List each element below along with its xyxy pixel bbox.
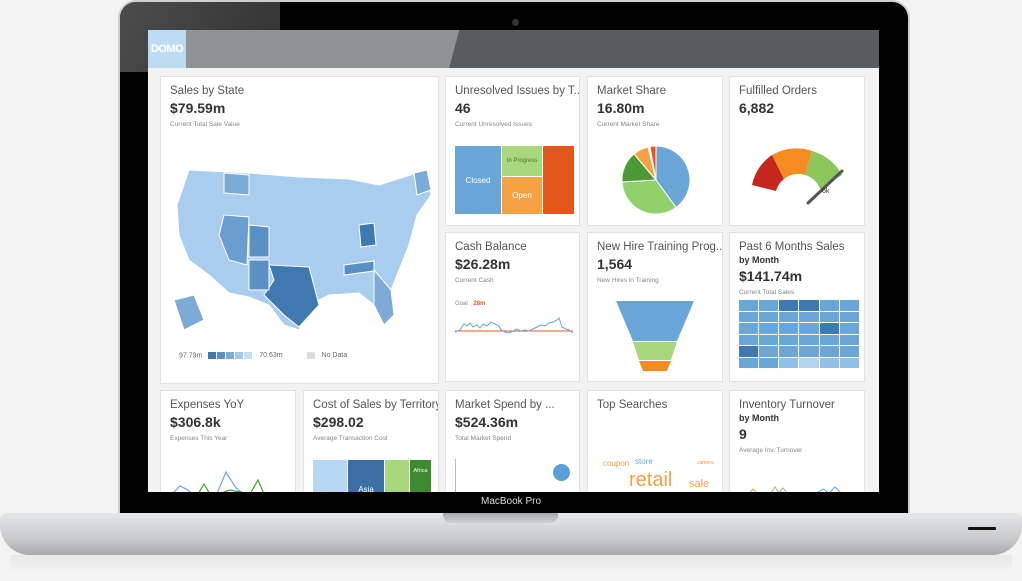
word[interactable]: sale bbox=[689, 478, 710, 490]
card-past-6-months-sales[interactable]: Past 6 Months Sales by Month $141.74m Cu… bbox=[729, 232, 865, 382]
laptop-hinge-notch bbox=[443, 513, 558, 523]
us-choropleth-map[interactable] bbox=[169, 165, 434, 340]
funnel-chart[interactable] bbox=[616, 301, 696, 373]
pie-chart[interactable] bbox=[621, 145, 691, 215]
card-top-searches[interactable]: Top Searches coupon store retail sale ca… bbox=[587, 390, 723, 492]
line-chart[interactable] bbox=[170, 466, 290, 492]
card-description: Current Unresolved Issues bbox=[455, 121, 532, 128]
card-subtitle: by Month bbox=[739, 413, 779, 423]
card-title: Market Share bbox=[597, 85, 667, 97]
sparkline-chart[interactable] bbox=[739, 483, 859, 492]
treemap-open[interactable]: Open bbox=[502, 177, 542, 214]
card-value: 1,564 bbox=[597, 256, 633, 272]
treemap-other[interactable] bbox=[543, 146, 574, 214]
card-value: 16.80m bbox=[597, 100, 645, 116]
card-title: Inventory Turnover bbox=[739, 399, 835, 411]
legend-nodata-swatch bbox=[306, 352, 315, 359]
top-nav-bar: DOMO bbox=[148, 30, 879, 68]
legend-swatch bbox=[208, 352, 217, 359]
card-value: $141.74m bbox=[739, 268, 803, 284]
legend-swatch bbox=[217, 352, 226, 359]
card-title: Past 6 Months Sales bbox=[739, 241, 845, 253]
goal-value: 28m bbox=[473, 301, 486, 307]
card-title: Expenses YoY bbox=[170, 399, 245, 411]
card-title: Top Searches bbox=[597, 399, 668, 411]
card-description: Current Total Sale Value bbox=[170, 121, 240, 128]
card-subtitle: by Month bbox=[739, 255, 779, 265]
domo-logo[interactable]: DOMO bbox=[148, 30, 186, 68]
power-indicator-icon bbox=[968, 527, 996, 530]
camera-icon bbox=[512, 19, 519, 26]
card-new-hire-training[interactable]: New Hire Training Prog... 1,564 New Hire… bbox=[587, 232, 723, 382]
segment[interactable] bbox=[313, 460, 347, 492]
card-description: Current Market Share bbox=[597, 121, 660, 128]
card-market-share[interactable]: Market Share 16.80m Current Market Share bbox=[587, 76, 723, 226]
card-value: $524.36m bbox=[455, 414, 519, 430]
card-value: 9 bbox=[739, 426, 747, 442]
word-cloud[interactable]: coupon store retail sale camera bbox=[597, 457, 717, 492]
card-description: Average Inv. Turnover bbox=[739, 447, 803, 454]
word[interactable]: retail bbox=[629, 469, 673, 491]
card-value: 46 bbox=[455, 100, 471, 116]
card-value: $306.8k bbox=[170, 414, 221, 430]
treemap-chart[interactable]: Closed In Progress Open bbox=[455, 146, 574, 214]
card-description: Expenses This Year bbox=[170, 435, 228, 442]
card-title: Cost of Sales by Territory bbox=[313, 399, 439, 411]
word[interactable]: camera bbox=[697, 460, 714, 466]
laptop-reflection bbox=[10, 555, 1012, 575]
card-value: 6,882 bbox=[739, 100, 775, 116]
card-description: New Hires in Training bbox=[597, 277, 659, 284]
card-description: Current Cash bbox=[455, 277, 494, 284]
card-cost-of-sales[interactable]: Cost of Sales by Territory $298.02 Avera… bbox=[303, 390, 439, 492]
legend-nodata: No Data bbox=[321, 352, 348, 360]
gauge-label: 6k bbox=[822, 188, 830, 195]
legend-max: 97.79m bbox=[179, 352, 203, 360]
segment[interactable] bbox=[385, 460, 409, 492]
card-title: Cash Balance bbox=[455, 241, 527, 253]
device-brand-label: MacBook Pro bbox=[480, 496, 542, 507]
legend-min: 70.63m bbox=[259, 352, 283, 360]
legend-swatch bbox=[226, 352, 235, 359]
word[interactable]: store bbox=[635, 457, 653, 466]
goal-label: Goal bbox=[455, 301, 468, 307]
line-chart[interactable] bbox=[455, 311, 573, 341]
goal-indicator: Goal 28m bbox=[455, 301, 485, 307]
legend-swatch bbox=[244, 352, 253, 359]
card-fulfilled-orders[interactable]: Fulfilled Orders 6,882 6k bbox=[729, 76, 865, 226]
card-title: Market Spend by ... bbox=[455, 399, 555, 411]
card-title: Unresolved Issues by T... bbox=[455, 85, 580, 97]
card-sales-by-state[interactable]: Sales by State $79.59m Current Total Sal… bbox=[160, 76, 439, 384]
segment-africa[interactable]: Africa bbox=[410, 460, 431, 492]
segment-asia[interactable]: Asia bbox=[348, 460, 384, 492]
card-title: New Hire Training Prog... bbox=[597, 241, 723, 253]
word[interactable]: coupon bbox=[603, 459, 630, 468]
card-unresolved-issues[interactable]: Unresolved Issues by T... 46 Current Unr… bbox=[445, 76, 580, 226]
card-description: Total Market Spend bbox=[455, 435, 512, 442]
treemap-chart[interactable]: Asia Africa bbox=[313, 460, 431, 492]
card-inventory-turnover[interactable]: Inventory Turnover by Month 9 Average In… bbox=[729, 390, 865, 492]
chart-axis bbox=[455, 459, 456, 492]
card-title: Fulfilled Orders bbox=[739, 85, 817, 97]
card-description: Current Total Sales bbox=[739, 289, 795, 296]
card-description: Average Transaction Cost bbox=[313, 435, 388, 442]
gauge-chart[interactable]: 6k bbox=[750, 145, 850, 215]
card-title: Sales by State bbox=[170, 85, 245, 97]
card-value: $79.59m bbox=[170, 100, 226, 116]
treemap-in-progress[interactable]: In Progress bbox=[502, 146, 542, 176]
card-market-spend[interactable]: Market Spend by ... $524.36m Total Marke… bbox=[445, 390, 580, 492]
bubble-point[interactable] bbox=[553, 464, 570, 481]
map-legend: 97.79m 70.63m No Data bbox=[179, 352, 347, 359]
heatmap-chart[interactable] bbox=[739, 300, 859, 368]
card-value: $26.28m bbox=[455, 256, 511, 272]
dashboard-screen: DOMO Sales by State $79.59m Current Tota… bbox=[148, 30, 879, 492]
legend-swatch bbox=[235, 352, 244, 359]
treemap-closed[interactable]: Closed bbox=[455, 146, 501, 214]
card-value: $298.02 bbox=[313, 414, 364, 430]
card-expenses-yoy[interactable]: Expenses YoY $306.8k Expenses This Year bbox=[160, 390, 296, 492]
card-cash-balance[interactable]: Cash Balance $26.28m Current Cash Goal 2… bbox=[445, 232, 580, 382]
